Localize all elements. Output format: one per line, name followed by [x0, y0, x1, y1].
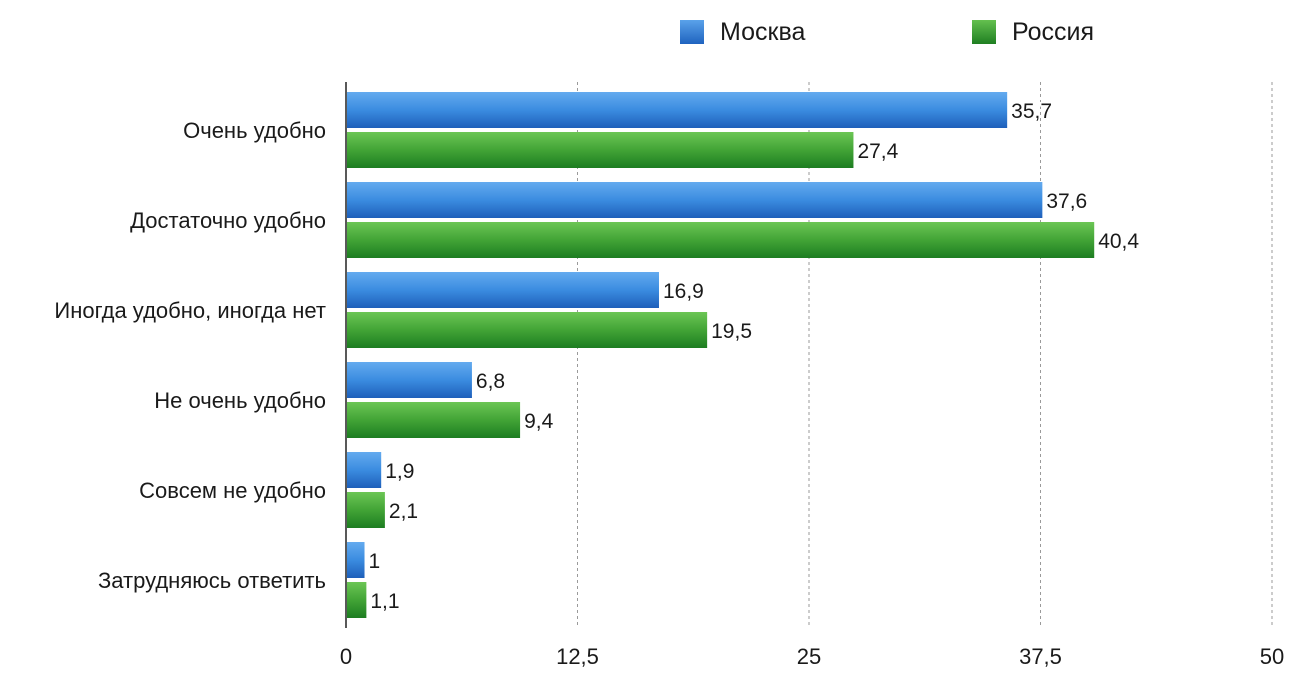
bar-rossiya — [347, 132, 854, 168]
x-tick-label: 50 — [1260, 644, 1284, 669]
category-label: Не очень удобно — [154, 388, 326, 413]
data-label: 27,4 — [857, 140, 898, 163]
data-label: 1,9 — [385, 460, 414, 483]
data-label: 1 — [369, 550, 381, 573]
legend-swatch-rossiya — [972, 20, 996, 44]
bar-moskva — [347, 362, 472, 398]
legend-label-moskva: Москва — [720, 17, 806, 46]
x-tick-label: 37,5 — [1019, 644, 1062, 669]
data-label-halo: 1,1 — [370, 590, 399, 613]
bar-rossiya — [347, 402, 521, 438]
data-label: 37,6 — [1046, 190, 1087, 213]
category-label: Затрудняюсь ответить — [98, 568, 326, 593]
bar-moskva — [347, 542, 365, 578]
category-label: Очень удобно — [183, 118, 326, 143]
data-label: 1,1 — [370, 590, 399, 613]
bar-moskva — [347, 452, 382, 488]
x-tick-label: 12,5 — [556, 644, 599, 669]
data-label-halo: 2,1 — [389, 500, 418, 523]
bar-rossiya — [347, 492, 385, 528]
legend-swatch-moskva — [680, 20, 704, 44]
category-label: Совсем не удобно — [139, 478, 326, 503]
bar-moskva — [347, 272, 659, 308]
data-label: 6,8 — [476, 370, 505, 393]
data-label-halo: 9,4 — [524, 410, 554, 433]
data-label-halo: 16,9 — [663, 280, 704, 303]
category-label: Иногда удобно, иногда нет — [54, 298, 326, 323]
x-tick-label: 0 — [340, 644, 352, 669]
data-label-halo: 19,5 — [711, 320, 752, 343]
bar-rossiya — [347, 582, 367, 618]
data-label-halo: 1 — [369, 550, 381, 573]
data-label: 16,9 — [663, 280, 704, 303]
data-label-halo: 37,6 — [1046, 190, 1087, 213]
data-label: 9,4 — [524, 410, 554, 433]
data-label-halo: 1,9 — [385, 460, 414, 483]
legend-label-rossiya: Россия — [1012, 17, 1094, 46]
data-label-halo: 6,8 — [476, 370, 505, 393]
category-label: Достаточно удобно — [130, 208, 326, 233]
bar-moskva — [347, 182, 1043, 218]
legend-item-rossiya: Россия — [972, 14, 1094, 50]
data-label: 2,1 — [389, 500, 418, 523]
bar-rossiya — [347, 312, 708, 348]
data-label: 40,4 — [1098, 230, 1139, 253]
grid-lines — [577, 82, 1273, 628]
data-label-halo: 35,7 — [1011, 100, 1052, 123]
data-label: 19,5 — [711, 320, 752, 343]
data-label: 35,7 — [1011, 100, 1052, 123]
bar-moskva — [347, 92, 1008, 128]
data-label-halo: 27,4 — [857, 140, 898, 163]
legend-item-moskva: Москва — [680, 14, 805, 50]
bars — [347, 92, 1095, 618]
x-tick-label: 25 — [797, 644, 821, 669]
data-label-halo: 40,4 — [1098, 230, 1139, 253]
bar-rossiya — [347, 222, 1095, 258]
